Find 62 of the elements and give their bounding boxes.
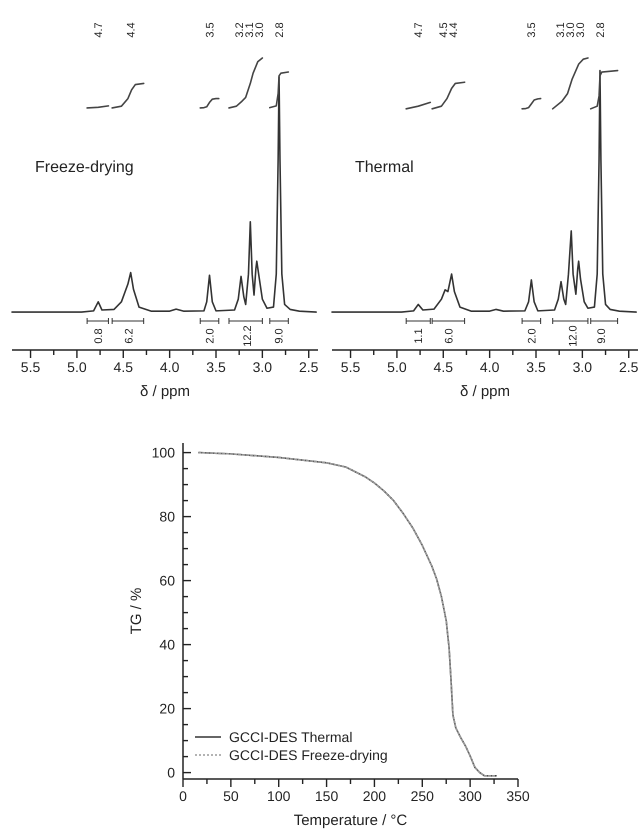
annotation: 12.2: [242, 325, 254, 347]
annotation: 12.0: [567, 325, 580, 347]
text: 3.0: [575, 22, 588, 38]
text: 3.5: [526, 22, 538, 38]
x-tick-label: 3.5: [206, 359, 226, 375]
x-tick-label: 5.0: [387, 359, 407, 375]
text: 3.1: [244, 22, 256, 38]
x-tick-label: 200: [362, 788, 386, 804]
x-tick-label: 2.5: [298, 359, 319, 375]
x-tick-label: 3.0: [572, 359, 592, 375]
x-tick-label: 350: [506, 788, 530, 804]
x-tick-label: 250: [410, 788, 434, 804]
annotation: 1.1: [413, 328, 426, 344]
annotation: 2.0: [526, 328, 538, 344]
text: 3.5: [204, 22, 216, 38]
x-axis-title: Temperature / °C: [294, 812, 408, 829]
y-tick-label: 40: [159, 636, 176, 652]
x-tick-label: 4.0: [480, 359, 500, 375]
x-tick-label: 100: [267, 788, 291, 804]
annotation: 6.2: [124, 328, 136, 344]
text: 3.1: [555, 22, 568, 38]
legend-label: GCCI-DES Thermal: [229, 728, 352, 745]
annotation: 9.0: [274, 328, 286, 344]
x-tick-label: 0: [179, 788, 188, 804]
x-tick-label: 4.5: [434, 359, 454, 375]
y-tick-label: 60: [159, 572, 176, 588]
legend-label: GCCI-DES Freeze-drying: [229, 746, 388, 763]
x-tick-label: 3.5: [526, 359, 546, 375]
annotation: 6.0: [444, 328, 456, 344]
annotation: 0.8: [92, 328, 105, 344]
x-tick-label: 150: [314, 788, 338, 804]
x-tick-label: 3.0: [252, 359, 272, 375]
y-tick-label: 100: [152, 444, 176, 460]
y-axis-title: TG / %: [128, 588, 145, 634]
x-tick-label: 300: [458, 788, 482, 804]
text: 3.0: [565, 22, 578, 38]
annotation: Thermal: [355, 159, 414, 176]
x-tick-label: 2.5: [618, 359, 639, 375]
text: 4.7: [413, 22, 426, 38]
x-tick-label: 4.5: [114, 359, 134, 375]
x-tick-label: 4.0: [160, 359, 180, 375]
annotation: 2.0: [204, 328, 216, 344]
x-tick-label: 50: [223, 788, 239, 804]
annotation: Freeze-drying: [35, 159, 134, 176]
y-tick-label: 80: [159, 508, 176, 524]
x-axis-title: δ / ppm: [460, 383, 510, 400]
text: 3.0: [254, 22, 266, 38]
x-axis-title: δ / ppm: [140, 383, 190, 400]
x-tick-label: 5.5: [340, 359, 360, 375]
x-tick-label: 5.5: [20, 359, 40, 375]
x-tick-label: 5.0: [67, 359, 87, 375]
text: 4.7: [93, 22, 106, 38]
text: 4.4: [448, 22, 460, 38]
y-tick-label: 0: [167, 764, 176, 780]
line-series: [198, 452, 497, 777]
y-tick-label: 20: [159, 700, 176, 716]
text: 4.5: [438, 22, 450, 38]
annotation: 9.0: [596, 328, 608, 344]
text: 2.8: [594, 22, 607, 38]
text: 3.2: [234, 22, 246, 38]
text: 2.8: [274, 22, 286, 38]
text: 4.4: [126, 22, 138, 38]
